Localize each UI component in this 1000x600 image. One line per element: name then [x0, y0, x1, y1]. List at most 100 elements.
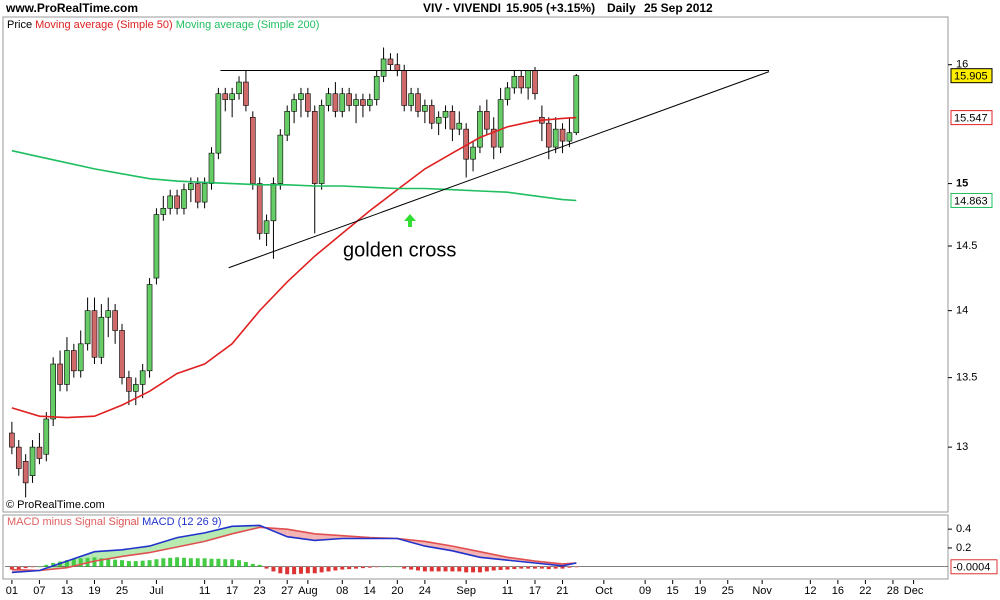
y-tick-label: 14 — [956, 305, 968, 317]
legend-ma50: Moving average (Simple 50) — [35, 19, 173, 31]
candle-body — [380, 58, 387, 77]
histogram-bar — [443, 566, 448, 572]
histogram-bar — [505, 566, 510, 570]
macd-fill — [287, 529, 315, 541]
legend-signal: Signal — [108, 516, 139, 528]
x-tick-label: 17 — [529, 585, 541, 597]
histogram-bar — [37, 566, 42, 568]
candle-body — [112, 310, 118, 331]
x-tick-label: 27 — [281, 585, 293, 597]
macd-line — [11, 524, 577, 574]
candle-body — [339, 93, 346, 112]
histogram-bar — [567, 566, 572, 568]
candle-body — [77, 343, 84, 372]
histogram-bar — [64, 560, 69, 567]
x-tick-label: 19 — [694, 585, 706, 597]
x-tick-label: Nov — [752, 585, 772, 597]
candle-body — [215, 93, 222, 154]
legend-ma200: Moving average (Simple 200) — [176, 19, 320, 31]
x-tick-label: 13 — [61, 585, 73, 597]
candle-body — [57, 363, 63, 385]
candle-body — [256, 183, 263, 234]
x-tick-label: 21 — [556, 585, 568, 597]
candle-body — [470, 146, 476, 160]
histogram-bar — [133, 561, 138, 567]
candle-body — [401, 70, 408, 106]
histogram-bar — [347, 566, 352, 570]
value-label: 15.547 — [954, 113, 988, 125]
candle-body — [263, 220, 270, 234]
histogram-bar — [498, 566, 503, 571]
candle-body — [442, 111, 449, 118]
candle-body — [181, 189, 187, 209]
histogram-bar — [429, 566, 434, 572]
histogram-bar — [175, 557, 180, 567]
histogram-bar — [464, 566, 469, 573]
candle-body — [387, 58, 394, 66]
value-label: 14.863 — [954, 195, 988, 207]
candle-body — [559, 128, 566, 142]
histogram-bar — [388, 566, 393, 568]
histogram-bar — [533, 566, 538, 569]
histogram-bar — [264, 566, 269, 569]
macd-legend: MACD minus Signal Signal MACD (12 26 9) — [7, 516, 222, 528]
candle-body — [346, 93, 352, 106]
candle-body — [415, 93, 421, 112]
candle-body — [518, 75, 525, 89]
candle-body — [284, 111, 291, 136]
histogram-bar — [484, 566, 489, 572]
x-tick-label: 19 — [88, 585, 100, 597]
histogram-bar — [326, 566, 331, 572]
histogram-bar — [126, 561, 131, 567]
histogram-bar — [526, 566, 531, 569]
candle-body — [325, 93, 332, 106]
x-tick-label: Sep — [456, 585, 476, 597]
candle-body — [318, 105, 325, 184]
legend-macd: MACD (12 26 9) — [142, 516, 221, 528]
candle-body — [497, 99, 504, 148]
candle-body — [484, 111, 490, 130]
legend-price: Price — [7, 19, 32, 31]
histogram-bar — [285, 566, 290, 575]
y-tick-label: 13 — [956, 441, 968, 453]
candle-body — [160, 207, 167, 215]
candle-body — [373, 75, 380, 100]
histogram-bar — [402, 566, 407, 569]
macd-fill — [204, 526, 233, 542]
histogram-bar — [450, 566, 455, 572]
histogram-bar — [422, 566, 427, 572]
candle-body — [132, 384, 139, 392]
histogram-bar — [181, 557, 186, 567]
histogram-bar — [340, 566, 345, 570]
candle-body — [15, 446, 22, 469]
x-tick-label: 01 — [6, 585, 18, 597]
histogram-bar — [168, 557, 173, 567]
candle-body — [532, 70, 538, 95]
x-tick-label: Oct — [595, 585, 612, 597]
histogram-bar — [319, 566, 324, 573]
x-tick-label: 07 — [33, 585, 45, 597]
moving-average — [11, 116, 577, 419]
histogram-bar — [188, 558, 193, 567]
candle-body — [9, 432, 15, 448]
x-tick-label: 14 — [364, 585, 376, 597]
y-tick-label: 15 — [956, 177, 968, 189]
histogram-bar — [546, 566, 551, 570]
copyright: © ProRealTime.com — [6, 499, 105, 511]
histogram-bar — [44, 564, 49, 567]
macd-fill — [122, 546, 150, 557]
histogram-bar — [147, 560, 152, 567]
histogram-bar — [195, 558, 200, 567]
histogram-bar — [9, 566, 14, 570]
candle-body — [50, 363, 56, 420]
candle-body — [71, 350, 77, 372]
candle-body — [566, 132, 573, 142]
x-tick-label: 11 — [199, 585, 210, 597]
candle-body — [84, 310, 91, 345]
y-tick-label: 14.5 — [956, 240, 977, 252]
x-tick-label: 08 — [336, 585, 348, 597]
histogram-bar — [113, 559, 118, 567]
date: 25 Sep 2012 — [644, 1, 713, 15]
histogram-bar — [51, 562, 56, 567]
